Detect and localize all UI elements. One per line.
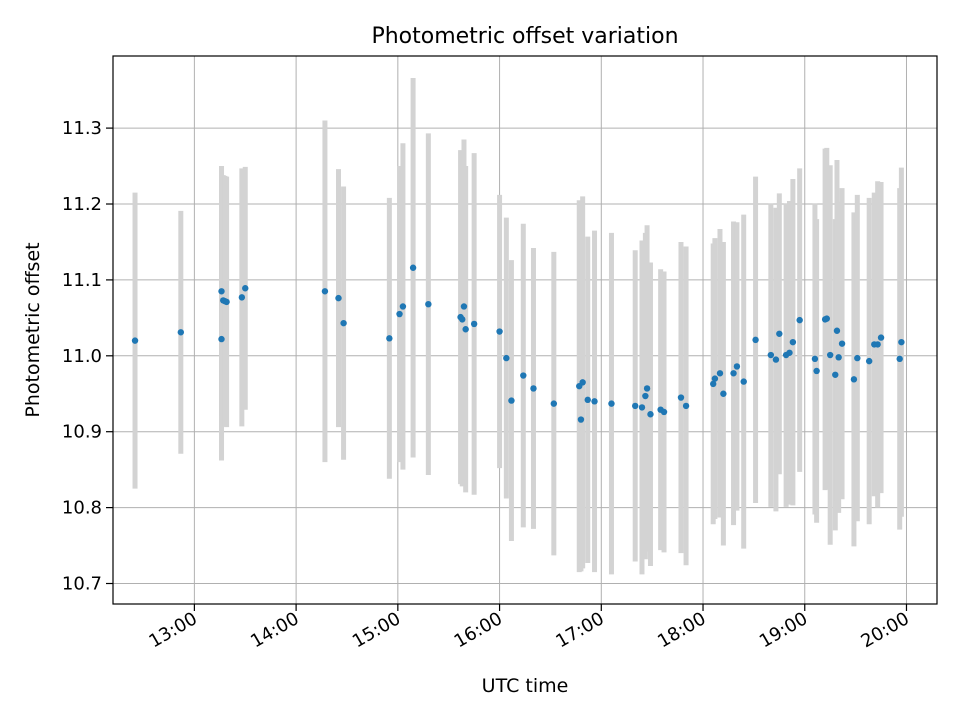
data-point bbox=[399, 303, 407, 310]
data-point bbox=[833, 327, 841, 334]
y-tick-label: 11.1 bbox=[62, 270, 102, 291]
data-point bbox=[223, 298, 230, 306]
data-point bbox=[396, 310, 403, 318]
data-point bbox=[813, 367, 820, 375]
y-tick-label: 10.7 bbox=[62, 574, 102, 595]
data-point bbox=[340, 319, 347, 327]
x-tick-label: 17:00 bbox=[552, 608, 607, 652]
data-point bbox=[608, 400, 615, 407]
data-point bbox=[796, 316, 803, 324]
y-axis-label: Photometric offset bbox=[22, 242, 44, 417]
y-axis: 10.7 10.8 10.9 11.0 11.1 11.2 11.3 bbox=[62, 118, 113, 595]
data-point bbox=[709, 380, 717, 388]
data-point bbox=[496, 328, 503, 335]
data-point bbox=[638, 404, 646, 411]
data-point bbox=[850, 376, 858, 383]
data-point bbox=[898, 338, 905, 346]
x-tick-label: 14:00 bbox=[247, 608, 302, 652]
y-tick-label: 11.2 bbox=[62, 194, 102, 215]
data-point bbox=[733, 363, 741, 370]
data-point bbox=[752, 336, 759, 344]
x-axis: 13:00 14:00 15:00 16:00 17:00 18:00 19:00 20:00 bbox=[145, 604, 913, 652]
data-point bbox=[508, 397, 515, 404]
data-point bbox=[409, 264, 417, 271]
data-point bbox=[772, 356, 780, 363]
data-point bbox=[591, 398, 598, 405]
data-point bbox=[177, 329, 185, 336]
data-point bbox=[462, 326, 469, 333]
data-point bbox=[786, 349, 793, 356]
data-point bbox=[826, 351, 834, 359]
plot-frame bbox=[112, 55, 938, 605]
data-point bbox=[335, 294, 342, 302]
x-tick-label: 19:00 bbox=[756, 608, 811, 652]
x-tick-label: 16:00 bbox=[451, 608, 506, 652]
x-tick-label: 20:00 bbox=[858, 608, 913, 652]
data-point bbox=[677, 394, 685, 401]
data-point bbox=[811, 355, 819, 363]
data-point bbox=[865, 357, 873, 365]
data-point bbox=[584, 396, 591, 404]
data-point bbox=[776, 330, 783, 337]
data-point bbox=[459, 316, 466, 323]
data-point bbox=[632, 402, 639, 410]
data-point bbox=[386, 335, 393, 342]
y-tick-label: 11.3 bbox=[62, 118, 102, 139]
data-point bbox=[643, 385, 651, 392]
data-point bbox=[647, 411, 654, 418]
data-point bbox=[460, 303, 468, 310]
data-point bbox=[711, 375, 719, 382]
data-point bbox=[716, 370, 724, 377]
data-point bbox=[321, 288, 329, 295]
data-point bbox=[854, 354, 861, 362]
data-point bbox=[520, 372, 527, 379]
chart-title: Photometric offset variation bbox=[371, 24, 678, 49]
x-axis-label: UTC time bbox=[482, 675, 569, 697]
y-tick-label: 11.0 bbox=[62, 346, 102, 367]
data-point bbox=[720, 390, 727, 397]
data-point bbox=[550, 400, 558, 407]
data-point bbox=[242, 285, 249, 292]
data-point bbox=[877, 334, 885, 341]
data-point bbox=[874, 341, 881, 348]
data-point bbox=[896, 355, 903, 363]
data-point bbox=[131, 337, 139, 344]
data-point bbox=[682, 402, 690, 410]
y-tick-label: 10.9 bbox=[62, 422, 102, 443]
data-point bbox=[838, 340, 846, 347]
data-point bbox=[218, 335, 225, 343]
data-point bbox=[823, 315, 830, 322]
data-point bbox=[425, 300, 432, 308]
data-point bbox=[577, 416, 585, 423]
data-point bbox=[740, 378, 747, 385]
data-point bbox=[835, 354, 842, 361]
error-bars bbox=[132, 78, 904, 575]
data-point bbox=[730, 370, 737, 377]
data-point bbox=[789, 338, 797, 346]
data-point bbox=[832, 371, 839, 378]
data-points bbox=[131, 264, 905, 423]
x-tick-label: 15:00 bbox=[349, 608, 404, 652]
data-point bbox=[530, 385, 537, 392]
data-point bbox=[218, 288, 225, 295]
data-point bbox=[503, 354, 510, 362]
data-point bbox=[238, 294, 246, 301]
data-point bbox=[767, 351, 775, 359]
x-tick-label: 18:00 bbox=[654, 608, 709, 652]
data-point bbox=[660, 408, 668, 416]
data-point bbox=[579, 379, 586, 386]
data-point bbox=[470, 320, 478, 328]
data-point bbox=[642, 392, 649, 400]
x-tick-label: 13:00 bbox=[145, 608, 200, 652]
y-tick-label: 10.8 bbox=[62, 498, 102, 519]
